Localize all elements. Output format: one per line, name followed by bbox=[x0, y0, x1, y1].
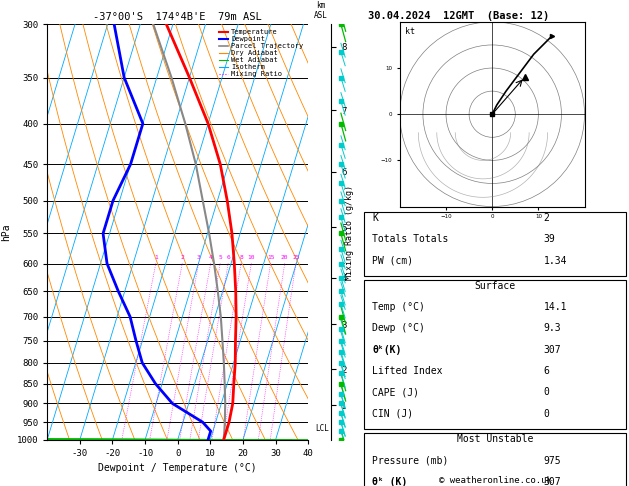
Text: PW (cm): PW (cm) bbox=[372, 256, 413, 266]
Text: 4: 4 bbox=[209, 255, 213, 260]
Text: 14.1: 14.1 bbox=[543, 302, 567, 312]
Text: Pressure (mb): Pressure (mb) bbox=[372, 455, 448, 466]
Bar bbox=[364, 212, 626, 276]
Text: 10: 10 bbox=[248, 255, 255, 260]
Text: 975: 975 bbox=[543, 455, 561, 466]
Bar bbox=[364, 280, 626, 429]
Text: km
ASL: km ASL bbox=[313, 1, 328, 20]
Text: K: K bbox=[372, 213, 378, 223]
Text: 2: 2 bbox=[543, 213, 549, 223]
Text: © weatheronline.co.uk: © weatheronline.co.uk bbox=[439, 476, 552, 485]
Text: 0: 0 bbox=[543, 409, 549, 419]
Text: Dewp (°C): Dewp (°C) bbox=[372, 323, 425, 333]
Text: 6: 6 bbox=[226, 255, 230, 260]
Text: 25: 25 bbox=[292, 255, 299, 260]
Title: -37°00'S  174°4B'E  79m ASL: -37°00'S 174°4B'E 79m ASL bbox=[93, 12, 262, 22]
Text: kt: kt bbox=[406, 27, 415, 36]
Text: θᵏ(K): θᵏ(K) bbox=[372, 345, 402, 355]
Text: 30.04.2024  12GMT  (Base: 12): 30.04.2024 12GMT (Base: 12) bbox=[368, 11, 549, 21]
Text: LCL: LCL bbox=[315, 424, 330, 433]
Text: 1: 1 bbox=[154, 255, 158, 260]
Text: 8: 8 bbox=[239, 255, 243, 260]
Text: Lifted Index: Lifted Index bbox=[372, 366, 443, 376]
Text: Surface: Surface bbox=[475, 281, 516, 291]
Text: Mixing Ratio (g/kg): Mixing Ratio (g/kg) bbox=[345, 185, 353, 279]
Y-axis label: hPa: hPa bbox=[1, 223, 11, 241]
X-axis label: Dewpoint / Temperature (°C): Dewpoint / Temperature (°C) bbox=[98, 464, 257, 473]
Bar bbox=[364, 434, 626, 486]
Text: 307: 307 bbox=[543, 477, 561, 486]
Legend: Temperature, Dewpoint, Parcel Trajectory, Dry Adiabat, Wet Adiabat, Isotherm, Mi: Temperature, Dewpoint, Parcel Trajectory… bbox=[218, 28, 304, 79]
Text: CIN (J): CIN (J) bbox=[372, 409, 413, 419]
Text: 6: 6 bbox=[543, 366, 549, 376]
Text: 2: 2 bbox=[181, 255, 184, 260]
Text: θᵏ (K): θᵏ (K) bbox=[372, 477, 408, 486]
Text: CAPE (J): CAPE (J) bbox=[372, 387, 420, 398]
Text: 15: 15 bbox=[267, 255, 274, 260]
Text: 0: 0 bbox=[543, 387, 549, 398]
Text: 9.3: 9.3 bbox=[543, 323, 561, 333]
Text: Totals Totals: Totals Totals bbox=[372, 234, 448, 244]
Text: Most Unstable: Most Unstable bbox=[457, 434, 533, 444]
Text: 39: 39 bbox=[543, 234, 555, 244]
Text: 20: 20 bbox=[281, 255, 289, 260]
Text: 307: 307 bbox=[543, 345, 561, 355]
Text: Temp (°C): Temp (°C) bbox=[372, 302, 425, 312]
Text: 5: 5 bbox=[218, 255, 222, 260]
Text: 1.34: 1.34 bbox=[543, 256, 567, 266]
Text: 3: 3 bbox=[197, 255, 201, 260]
